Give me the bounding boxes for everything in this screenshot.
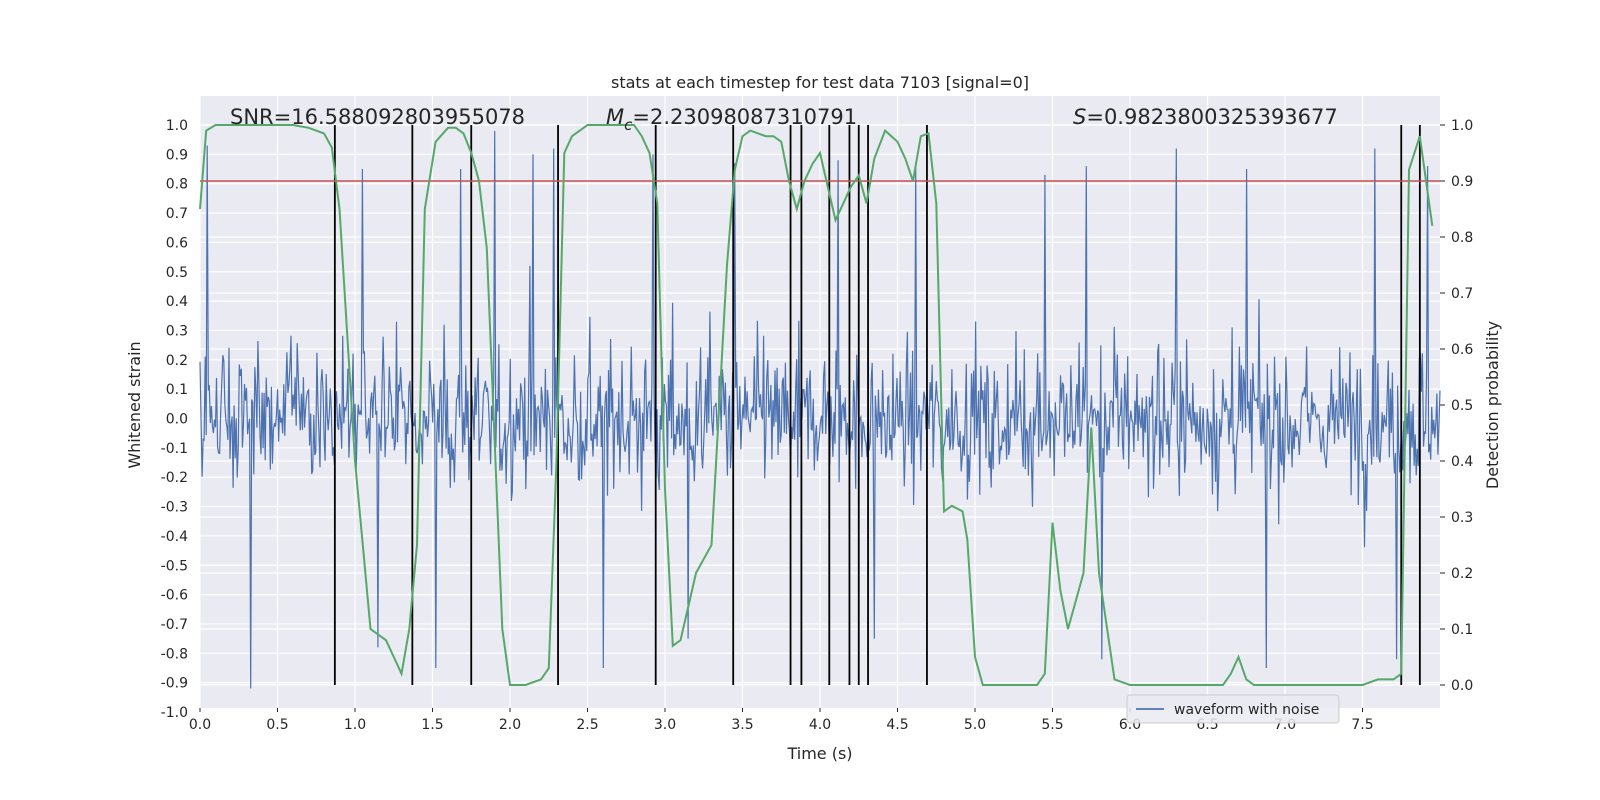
- y-tick-label: -1.0: [161, 705, 188, 721]
- y2-axis-ticks: 0.0 0.1 0.2 0.3 0.4 0.5 0.6 0.7 0.8 0.9 1.0: [1440, 118, 1473, 694]
- mc-subscript: c: [624, 116, 633, 134]
- s-value: =0.9823800325393677: [1086, 105, 1337, 129]
- y-axis-label: Whitened strain: [125, 341, 144, 468]
- y-tick-label: -0.6: [161, 588, 188, 604]
- y2-tick-label: 0.4: [1451, 454, 1473, 470]
- legend: waveform with noise: [1126, 694, 1340, 724]
- x-tick-label: 0.5: [266, 717, 288, 733]
- y-tick-label: 0.1: [166, 382, 188, 398]
- y-tick-label: 0.9: [166, 147, 188, 163]
- x-axis-label: Time (s): [786, 744, 852, 763]
- y-tick-label: 0.2: [166, 353, 188, 369]
- x-tick-label: 2.0: [499, 717, 521, 733]
- mc-value: =2.23098087310791: [632, 105, 857, 129]
- x-tick-label: 5.5: [1041, 717, 1063, 733]
- event-markers: [333, 125, 1421, 685]
- y2-tick-label: 0.6: [1451, 342, 1473, 358]
- chart-title: stats at each timestep for test data 710…: [611, 73, 1029, 92]
- y-tick-label: 0.6: [166, 235, 188, 251]
- snr-annotation: SNR=16.588092803955078: [230, 105, 525, 129]
- y-tick-label: -0.9: [161, 676, 188, 692]
- s-annotation: S=0.9823800325393677: [1073, 105, 1338, 129]
- y2-tick-label: 0.9: [1451, 174, 1473, 190]
- y2-axis-label: Detection probability: [1483, 321, 1502, 489]
- y2-tick-label: 0.8: [1451, 230, 1473, 246]
- waveform-line: [199, 130, 1441, 689]
- x-axis-ticks: 0.0 0.5 1.0 1.5 2.0 2.5 3.0 3.5 4.0 4.5 5.0 5.5 6.0 6…: [189, 708, 1374, 733]
- y-tick-label: 0.5: [166, 265, 188, 281]
- y-axis-ticks: -1.0 -0.9 -0.8 -0.7 -0.6 -0.5 -0.4 -0.3 -0.2 -0.1…: [161, 118, 188, 721]
- detection-probability-series: [199, 124, 1434, 686]
- y-tick-label: 1.0: [166, 118, 188, 134]
- y-tick-label: -0.2: [161, 470, 188, 486]
- y-tick-label: -0.5: [161, 558, 188, 574]
- y2-tick-label: 0.5: [1451, 398, 1473, 414]
- y-tick-label: 0.4: [166, 294, 188, 310]
- x-tick-label: 4.0: [809, 717, 831, 733]
- x-tick-label: 3.0: [654, 717, 676, 733]
- x-tick-label: 2.5: [576, 717, 598, 733]
- x-tick-label: 5.0: [964, 717, 986, 733]
- y2-tick-label: 0.2: [1451, 566, 1473, 582]
- y-tick-label: 0.8: [166, 177, 188, 193]
- x-tick-label: 0.0: [189, 717, 211, 733]
- y-tick-label: 0.3: [166, 323, 188, 339]
- x-tick-label: 1.5: [421, 717, 443, 733]
- x-tick-label: 4.5: [886, 717, 908, 733]
- y-tick-label: -0.1: [161, 441, 188, 457]
- mc-annotation: Mc=2.23098087310791: [606, 105, 857, 134]
- y-tick-label: 0.7: [166, 206, 188, 222]
- y2-tick-label: 0.0: [1451, 678, 1473, 694]
- x-tick-label: 7.5: [1351, 717, 1373, 733]
- y-tick-label: -0.7: [161, 617, 188, 633]
- y-tick-label: -0.8: [161, 646, 188, 662]
- legend-label: waveform with noise: [1174, 702, 1319, 718]
- y2-tick-label: 1.0: [1451, 118, 1473, 134]
- y-tick-label: -0.3: [161, 500, 188, 516]
- y2-tick-label: 0.1: [1451, 622, 1473, 638]
- legend-box: [1126, 694, 1340, 724]
- y2-tick-label: 0.3: [1451, 510, 1473, 526]
- y-tick-label: 0.0: [166, 412, 188, 428]
- mc-symbol: M: [606, 105, 624, 129]
- y2-tick-label: 0.7: [1451, 286, 1473, 302]
- waveform-series: [199, 130, 1441, 689]
- y-tick-label: -0.4: [161, 529, 188, 545]
- x-tick-label: 1.0: [344, 717, 366, 733]
- probability-line: [199, 124, 1434, 686]
- x-tick-label: 3.5: [731, 717, 753, 733]
- s-symbol: S: [1073, 105, 1086, 129]
